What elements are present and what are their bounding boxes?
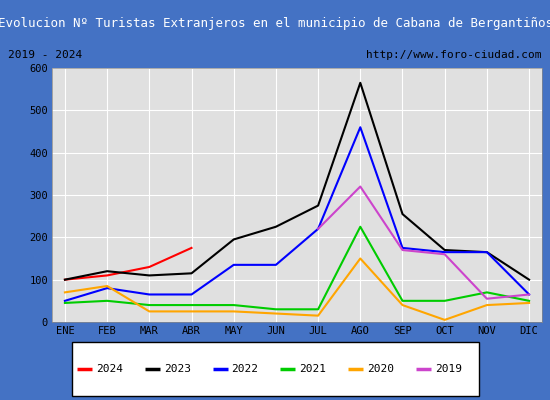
Text: 2019: 2019: [435, 364, 462, 374]
Text: 2024: 2024: [96, 364, 123, 374]
Text: 2022: 2022: [232, 364, 258, 374]
Text: Evolucion Nº Turistas Extranjeros en el municipio de Cabana de Bergantiños: Evolucion Nº Turistas Extranjeros en el …: [0, 16, 550, 30]
Text: 2019 - 2024: 2019 - 2024: [8, 50, 82, 60]
FancyBboxPatch shape: [72, 342, 478, 396]
Text: 2023: 2023: [164, 364, 191, 374]
Text: 2021: 2021: [299, 364, 326, 374]
Text: http://www.foro-ciudad.com: http://www.foro-ciudad.com: [366, 50, 542, 60]
Text: 2020: 2020: [367, 364, 394, 374]
